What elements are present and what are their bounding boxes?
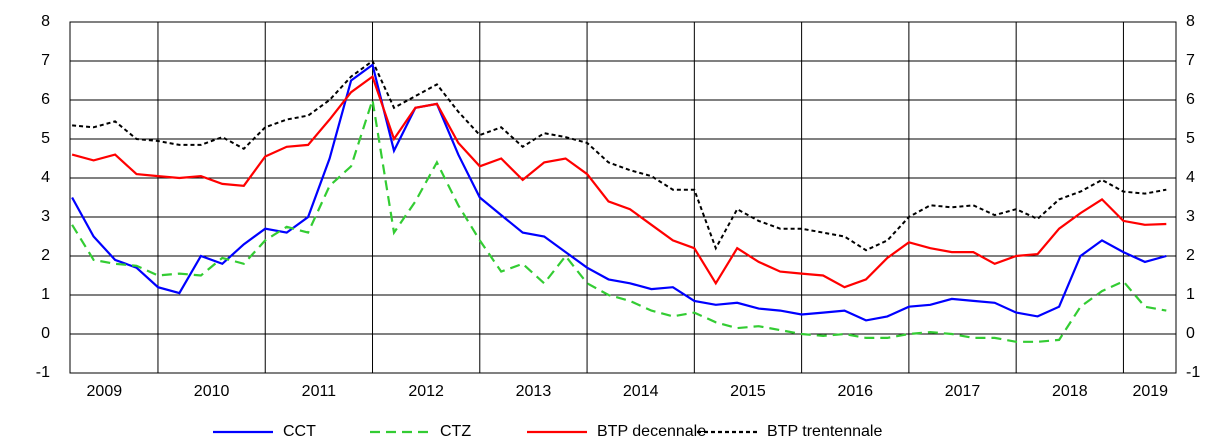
x-tick-label: 2017 — [945, 383, 981, 400]
y-tick-label: 6 — [41, 91, 50, 108]
y-tick-label: -1 — [36, 364, 50, 381]
y-tick-label: 0 — [41, 325, 50, 342]
y-tick-label: 4 — [41, 169, 50, 186]
y-tick-label: 5 — [41, 130, 50, 147]
y-tick-label: 2 — [41, 247, 50, 264]
y-tick-label: 7 — [41, 52, 50, 69]
y2-tick-label: 2 — [1186, 247, 1195, 264]
y2-tick-label: 3 — [1186, 208, 1195, 225]
x-tick-label: 2019 — [1132, 383, 1168, 400]
legend-label: BTP decennale — [597, 423, 706, 440]
y2-tick-label: 6 — [1186, 91, 1195, 108]
series-line — [71, 99, 1167, 343]
x-tick-label: 2012 — [408, 383, 444, 400]
x-tick-label: 2013 — [516, 383, 552, 400]
legend-label: CCT — [283, 423, 316, 440]
y2-tick-label: 4 — [1186, 169, 1195, 186]
y-tick-label: 8 — [41, 13, 50, 30]
x-tick-label: 2014 — [623, 383, 659, 400]
y2-tick-label: -1 — [1186, 364, 1200, 381]
x-tick-label: 2009 — [87, 383, 123, 400]
x-tick-label: 2018 — [1052, 383, 1088, 400]
y2-tick-label: 8 — [1186, 13, 1195, 30]
y2-tick-label: 7 — [1186, 52, 1195, 69]
y2-tick-label: 0 — [1186, 325, 1195, 342]
y2-tick-label: 1 — [1186, 286, 1195, 303]
x-tick-label: 2015 — [730, 383, 766, 400]
legend-label: CTZ — [440, 423, 471, 440]
x-tick-label: 2010 — [194, 383, 230, 400]
x-tick-label: 2011 — [302, 383, 337, 400]
series-line — [71, 74, 1167, 289]
y2-tick-label: 5 — [1186, 130, 1195, 147]
x-tick-label: 2016 — [837, 383, 873, 400]
series-line — [71, 63, 1167, 322]
series-line — [72, 59, 1167, 252]
legend-label: BTP trentennale — [767, 423, 882, 440]
y-tick-label: 3 — [41, 208, 50, 225]
y-tick-label: 1 — [41, 286, 50, 303]
plot-frame — [69, 21, 1177, 374]
